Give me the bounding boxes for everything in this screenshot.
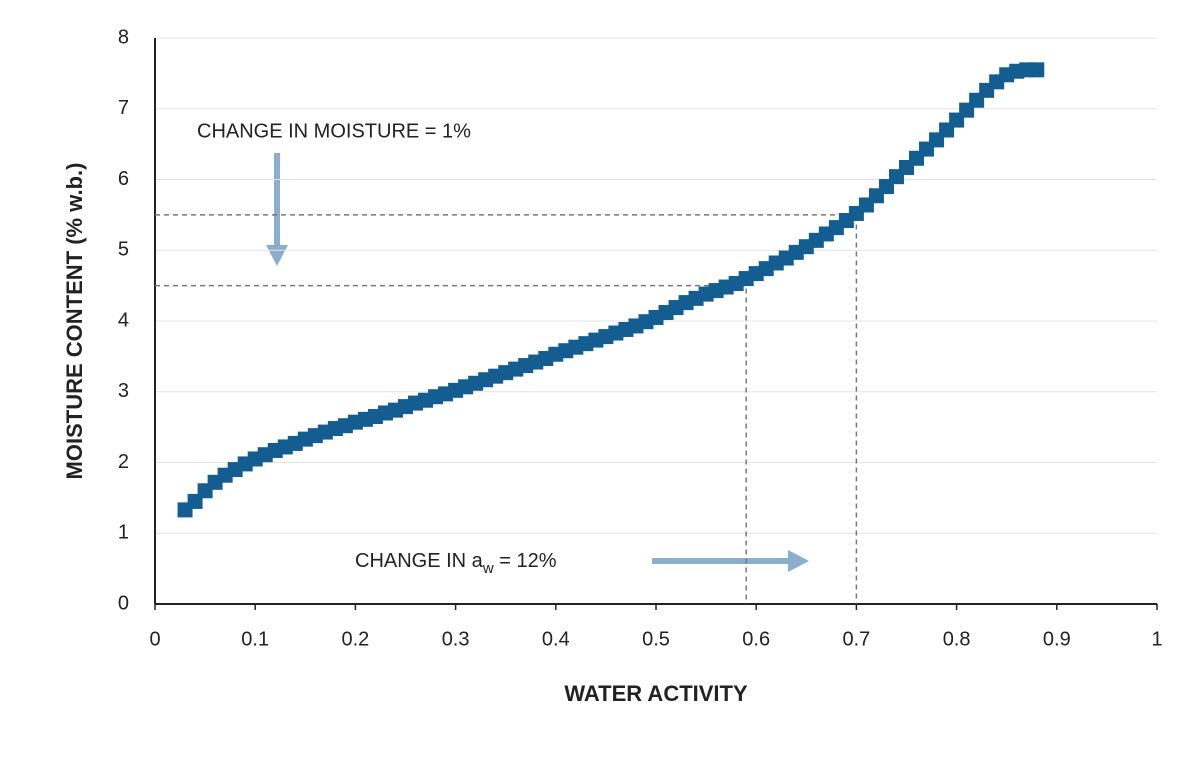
x-tick-label: 0	[149, 628, 160, 650]
annotation: CHANGE IN aw = 12%	[355, 550, 557, 577]
annotation-subscript: w	[482, 560, 494, 577]
y-tick-label: 0	[118, 592, 129, 614]
y-tick-label: 6	[118, 168, 129, 190]
arrowhead	[788, 550, 809, 572]
x-tick-label: 0.8	[943, 628, 971, 650]
y-tick-label: 7	[118, 97, 129, 119]
x-tick-label: 0.7	[842, 628, 870, 650]
x-tick-label: 0.3	[442, 628, 470, 650]
x-tick-label: 0.4	[542, 628, 570, 650]
x-tick-label: 0.5	[642, 628, 670, 650]
y-tick-label: 8	[118, 26, 129, 48]
y-tick-label: 1	[118, 522, 129, 544]
y-axis-title: MOISTURE CONTENT (% w.b.)	[62, 163, 87, 480]
x-tick-label: 0.9	[1043, 628, 1071, 650]
x-tick-label: 0.6	[742, 628, 770, 650]
annotation-text: CHANGE IN a	[355, 550, 484, 572]
x-axis-title: WATER ACTIVITY	[564, 681, 748, 706]
y-tick-label: 4	[118, 309, 129, 331]
y-tick-label: 3	[118, 380, 129, 402]
y-tick-label: 2	[118, 451, 129, 473]
arrowhead	[266, 245, 288, 266]
guide-line	[155, 284, 747, 604]
x-tick-label: 0.1	[241, 628, 269, 650]
point	[1029, 62, 1045, 78]
x-tick-label: 0.2	[341, 628, 369, 650]
annotation: CHANGE IN MOISTURE = 1%	[197, 120, 471, 142]
annotation-text: = 12%	[494, 550, 557, 572]
x-tick-label: 1	[1151, 628, 1162, 650]
y-tick-label: 5	[118, 239, 129, 261]
